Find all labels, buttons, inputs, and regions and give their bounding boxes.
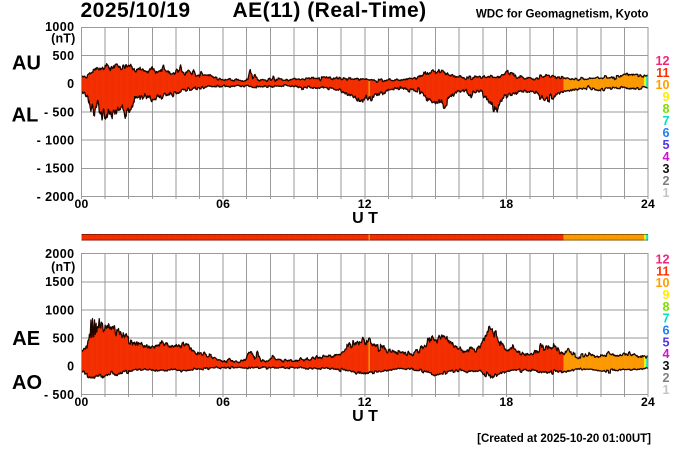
- svg-text:12: 12: [655, 252, 669, 266]
- svg-text:12: 12: [358, 197, 372, 211]
- svg-text:(nT): (nT): [51, 31, 75, 45]
- svg-text:1000: 1000: [45, 303, 74, 317]
- svg-text:- 500: - 500: [44, 388, 75, 402]
- svg-text:9: 9: [662, 90, 669, 104]
- svg-text:500: 500: [52, 49, 74, 63]
- svg-text:[Created at 2025-10-20 01:00UT: [Created at 2025-10-20 01:00UT]: [477, 433, 651, 445]
- svg-text:2: 2: [662, 174, 669, 188]
- svg-text:5: 5: [662, 138, 669, 152]
- svg-text:7: 7: [662, 114, 669, 128]
- svg-text:5: 5: [662, 335, 669, 349]
- svg-text:U T: U T: [352, 210, 378, 227]
- svg-text:2025/10/19: 2025/10/19: [81, 0, 191, 22]
- svg-text:12: 12: [358, 395, 372, 409]
- svg-text:8: 8: [662, 300, 669, 314]
- svg-text:6: 6: [662, 324, 669, 338]
- svg-text:11: 11: [656, 264, 669, 278]
- svg-text:0: 0: [67, 360, 74, 374]
- svg-text:9: 9: [662, 288, 669, 302]
- svg-text:0: 0: [67, 77, 74, 91]
- svg-text:24: 24: [641, 395, 655, 409]
- svg-text:6: 6: [662, 126, 669, 140]
- svg-text:(nT): (nT): [51, 260, 75, 274]
- svg-text:18: 18: [499, 395, 513, 409]
- svg-text:10: 10: [655, 276, 669, 290]
- svg-text:1500: 1500: [45, 275, 74, 289]
- svg-text:AE(11) (Real-Time): AE(11) (Real-Time): [233, 0, 427, 22]
- svg-text:U T: U T: [352, 408, 378, 425]
- svg-text:- 1000: - 1000: [37, 133, 75, 147]
- svg-text:WDC for Geomagnetism, Kyoto: WDC for Geomagnetism, Kyoto: [476, 7, 649, 20]
- svg-text:500: 500: [52, 331, 74, 345]
- svg-text:8: 8: [662, 102, 669, 116]
- svg-text:7: 7: [662, 312, 669, 326]
- svg-text:06: 06: [216, 395, 230, 409]
- svg-text:11: 11: [656, 66, 669, 80]
- svg-text:10: 10: [655, 78, 669, 92]
- svg-text:12: 12: [655, 54, 669, 68]
- svg-text:3: 3: [662, 359, 669, 373]
- svg-text:AU: AU: [12, 52, 41, 74]
- svg-text:2: 2: [662, 371, 669, 385]
- svg-text:3: 3: [662, 162, 669, 176]
- svg-text:18: 18: [499, 197, 513, 211]
- svg-text:4: 4: [662, 347, 669, 361]
- svg-text:00: 00: [75, 395, 89, 409]
- svg-text:06: 06: [216, 197, 230, 211]
- svg-text:AE: AE: [12, 328, 40, 350]
- svg-text:00: 00: [75, 197, 89, 211]
- svg-text:1: 1: [662, 383, 669, 397]
- svg-text:1: 1: [662, 186, 669, 200]
- svg-text:- 1500: - 1500: [37, 162, 75, 176]
- svg-text:AO: AO: [12, 372, 42, 394]
- svg-text:AL: AL: [12, 105, 39, 127]
- svg-text:- 500: - 500: [44, 105, 75, 119]
- svg-text:4: 4: [662, 150, 669, 164]
- svg-text:- 2000: - 2000: [37, 190, 75, 204]
- svg-text:1000: 1000: [45, 20, 74, 34]
- svg-text:2000: 2000: [45, 247, 74, 261]
- svg-text:24: 24: [641, 197, 655, 211]
